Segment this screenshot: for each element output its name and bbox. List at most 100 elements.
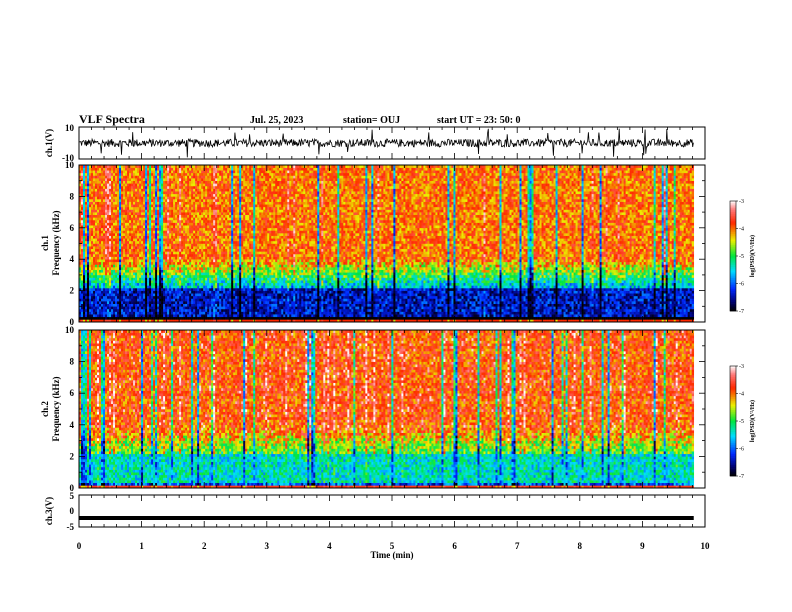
ch1-spectrogram-cell: [233, 214, 236, 218]
ch1-spectrogram-cell: [201, 290, 204, 294]
ch1-spectrogram-cell: [163, 269, 166, 273]
ch1-spectrogram-cell: [205, 256, 208, 260]
ch1-spectrogram-cell: [91, 272, 94, 276]
ch1-spectrogram-cell: [85, 280, 88, 284]
ch1-spectrogram-cell: [187, 274, 190, 278]
ch1-spectrogram-cell: [203, 191, 206, 195]
ch1-spectrogram-cell: [185, 253, 188, 257]
ch1-spectrogram-cell: [171, 264, 174, 268]
ch1-spectrogram-cell: [83, 167, 86, 171]
ch1-spectrogram-cell: [131, 219, 134, 223]
ch1-spectrogram-cell: [137, 225, 140, 229]
ch1-spectrogram-cell: [101, 225, 104, 229]
ch1-spectrogram-cell: [175, 293, 178, 297]
ch1-spectrogram-cell: [193, 319, 196, 323]
ch1-spectrogram-cell: [185, 267, 188, 270]
ch1-spectrogram-cell: [93, 191, 96, 195]
ch1-spectrogram-cell: [117, 178, 120, 181]
ch1-spectrogram-cell: [217, 214, 220, 218]
ch1-spectrogram-cell: [151, 238, 154, 242]
ch1-spectrogram-cell: [167, 206, 170, 210]
ch1-spectrogram-cell: [173, 308, 176, 312]
ch1-spectrogram-cell: [189, 219, 192, 223]
ch1-spectrogram-cell: [85, 199, 88, 202]
ch1-spectrogram-cell: [201, 222, 204, 226]
ch1-spectrogram-cell: [217, 290, 220, 294]
ch1-spectrogram-cell: [231, 253, 234, 257]
ch1-spectrogram-cell: [239, 243, 242, 247]
ch1-spectrogram-cell: [183, 212, 186, 216]
ch1-spectrogram-cell: [237, 212, 240, 216]
ch1-spectrogram-cell: [95, 209, 98, 213]
ch1-spectrogram-cell: [155, 212, 158, 216]
ch1-spectrogram-cell: [207, 301, 210, 304]
ch1-spectrogram-cell: [119, 188, 122, 192]
ch1-spectrogram-cell: [133, 295, 136, 299]
ch1-spectrogram-cell: [87, 248, 90, 252]
ch1-spectrogram-cell: [221, 206, 224, 210]
ch1-spectrogram-cell: [195, 199, 198, 202]
ch1-spectrogram-cell: [183, 248, 186, 252]
ch1-spectrogram-cell: [173, 314, 176, 318]
ch1-spectrogram-cell: [157, 206, 160, 210]
ch1-spectrogram-cell: [217, 306, 220, 310]
ch1-spectrogram-cell: [121, 180, 124, 184]
ch1-spectrogram-cell: [237, 235, 240, 239]
ch1-spectrogram-cell: [235, 277, 238, 281]
ch1-spectrogram-cell: [201, 293, 204, 297]
ch1-spectrogram-cell: [109, 222, 112, 226]
ch1-spectrogram-cell: [205, 225, 208, 229]
ch1-spectrogram-cell: [207, 280, 210, 284]
ch1-spectrogram-cell: [229, 227, 232, 231]
ch1-spectrogram-cell: [173, 227, 176, 231]
ch1-spectrogram-cell: [91, 306, 94, 310]
ch1-spectrogram-cell: [99, 287, 102, 291]
ch1-spectrogram-cell: [79, 246, 82, 250]
ch1-spectrogram-cell: [239, 290, 242, 294]
ch1-spectrogram-cell: [175, 209, 178, 213]
ch1-spectrogram-cell: [163, 303, 166, 307]
ch1-spectrogram-cell: [193, 287, 196, 291]
ch1-spectrogram-cell: [193, 185, 196, 189]
ch1-spectrogram-cell: [89, 170, 92, 174]
ch1-spectrogram-cell: [115, 170, 118, 174]
ch1-spectrogram-cell: [93, 227, 96, 231]
ch1-spectrogram-cell: [175, 301, 178, 304]
ch1-spectrogram-cell: [83, 238, 86, 242]
ch1-spectrogram-cell: [237, 272, 240, 276]
ch1-spectrogram-cell: [109, 167, 112, 171]
ch1-spectrogram-cell: [101, 308, 104, 312]
ch1-spectrogram-cell: [201, 233, 204, 236]
ch1-spectrogram-cell: [209, 219, 212, 223]
ch1-spectrogram-cell: [161, 319, 164, 323]
ch1-spectrogram-cell: [197, 170, 200, 174]
ch1-spectrogram-cell: [225, 235, 228, 239]
ch1-spectrogram-cell: [155, 272, 158, 276]
ch1-spectrogram-cell: [207, 185, 210, 189]
ch1-spectrogram-cell: [135, 295, 138, 299]
ch1-spectrogram-cell: [131, 217, 134, 221]
ch1-spectrogram-cell: [177, 285, 180, 289]
ch1-spectrogram-cell: [163, 233, 166, 236]
ch1-spectrogram-cell: [173, 319, 176, 323]
ch1-spectrogram-cell: [109, 180, 112, 184]
ch1-spectrogram-cell: [91, 319, 94, 323]
ch1-spectrogram-cell: [137, 204, 140, 208]
ch1-spectrogram-cell: [231, 306, 234, 310]
ch1-spectrogram-cell: [115, 306, 118, 310]
ch1-spectrogram-cell: [119, 227, 122, 231]
ch1-spectrogram-cell: [95, 319, 98, 323]
ch1-spectrogram-cell: [83, 204, 86, 208]
ch1-spectrogram-cell: [125, 227, 128, 231]
ch1-spectrogram-cell: [175, 311, 178, 315]
ch1-spectrogram-cell: [99, 251, 102, 255]
ch1-spectrogram-cell: [117, 204, 120, 208]
ch1-spectrogram-cell: [121, 264, 124, 268]
ch1-spectrogram-cell: [89, 167, 92, 171]
ch1-spectrogram-cell: [119, 261, 122, 265]
ch1-spectrogram-cell: [219, 191, 222, 195]
ch1-spectrogram-cell: [227, 238, 230, 242]
ch1-spectrogram-cell: [219, 185, 222, 189]
ch1-spectrogram-cell: [217, 230, 220, 234]
ch1-spectrogram-cell: [157, 233, 160, 236]
